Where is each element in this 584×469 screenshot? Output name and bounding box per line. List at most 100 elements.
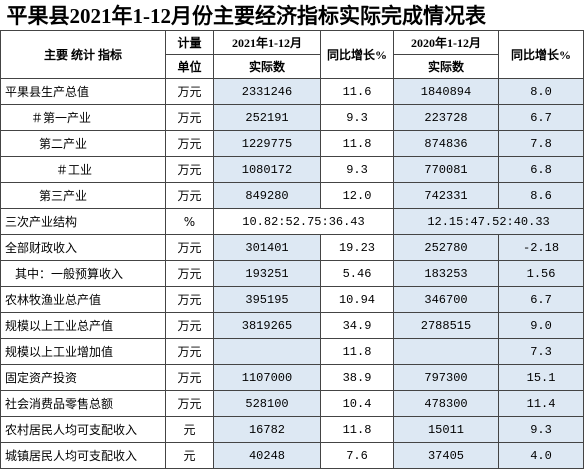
unit-cell: 万元 xyxy=(165,390,214,417)
data-row: 全部财政收入 万元 301401 19.23 252780 -2.18 xyxy=(0,234,584,261)
table-title: 平果县2021年1-12月份主要经济指标实际完成情况表 xyxy=(6,4,487,28)
value-cell: 742331 xyxy=(393,182,499,209)
value-cell: 9.3 xyxy=(320,156,394,183)
title-row: 平果县2021年1-12月份主要经济指标实际完成情况表 xyxy=(1,0,584,31)
value-cell: 15.1 xyxy=(497,364,584,391)
indicator-name: 三次产业结构 xyxy=(0,208,166,235)
data-row: 农林牧渔业总产值 万元 395195 10.94 346700 6.7 xyxy=(0,286,584,313)
value-cell: 10.4 xyxy=(320,390,394,417)
header-cell: 同比增长% xyxy=(497,30,584,79)
header-cell: 主要 统计 指标 xyxy=(0,30,166,79)
data-row: 第三产业 万元 849280 12.0 742331 8.6 xyxy=(0,182,584,209)
value-cell: -2.18 xyxy=(497,234,584,261)
header-cell: 计量 xyxy=(165,30,214,55)
unit-cell: 万元 xyxy=(165,104,214,131)
header-cell: 同比增长% xyxy=(320,30,394,79)
value-cell: 849280 xyxy=(213,182,321,209)
value-cell: 478300 xyxy=(393,390,499,417)
value-cell: 9.3 xyxy=(497,416,584,443)
value-cell xyxy=(213,338,321,365)
value-cell: 5.46 xyxy=(320,260,394,287)
value-cell: 874836 xyxy=(393,130,499,157)
indicator-name: 农村居民人均可支配收入 xyxy=(0,416,166,443)
indicator-name: ＃第一产业 xyxy=(0,104,166,131)
value-cell: 40248 xyxy=(213,442,321,469)
value-cell: 15011 xyxy=(393,416,499,443)
value-cell: 346700 xyxy=(393,286,499,313)
value-cell: 2788515 xyxy=(393,312,499,339)
unit-cell: 元 xyxy=(165,442,214,469)
value-cell: 8.6 xyxy=(497,182,584,209)
value-cell: 223728 xyxy=(393,104,499,131)
value-cell: 38.9 xyxy=(320,364,394,391)
indicator-name: 其中：一般预算收入 xyxy=(0,260,166,287)
unit-cell: 万元 xyxy=(165,78,214,105)
data-row: 城镇居民人均可支配收入元 40248 7.6 37405 4.0 xyxy=(0,442,584,469)
value-cell: 9.0 xyxy=(497,312,584,339)
value-cell: 11.8 xyxy=(320,338,394,365)
value-cell: 11.8 xyxy=(320,416,394,443)
value-cell: 193251 xyxy=(213,260,321,287)
data-row: 固定资产投资 万元 1107000 38.9 797300 15.1 xyxy=(0,364,584,391)
header-cell: 实际数 xyxy=(393,54,499,79)
value-cell: 7.8 xyxy=(497,130,584,157)
value-cell: 6.8 xyxy=(497,156,584,183)
value-cell: 8.0 xyxy=(497,78,584,105)
value-cell: 252191 xyxy=(213,104,321,131)
value-cell: 12.0 xyxy=(320,182,394,209)
indicator-name: 农林牧渔业总产值 xyxy=(0,286,166,313)
data-row: 社会消费品零售总额 万元 528100 10.4 478300 11.4 xyxy=(0,390,584,417)
indicator-name: 规模以上工业总产值 xyxy=(0,312,166,339)
indicator-name: 城镇居民人均可支配收入 xyxy=(0,442,166,469)
indicator-name: 社会消费品零售总额 xyxy=(0,390,166,417)
unit-cell: 万元 xyxy=(165,234,214,261)
data-row: 农村居民人均可支配收入元 16782 11.8 15011 9.3 xyxy=(0,416,584,443)
value-cell: 1.56 xyxy=(497,260,584,287)
value-cell: 11.8 xyxy=(320,130,394,157)
data-row: 其中：一般预算收入 万元 193251 5.46 183253 1.56 xyxy=(0,260,584,287)
indicator-name: 平果县生产总值 xyxy=(0,78,166,105)
unit-cell: 万元 xyxy=(165,260,214,287)
header-row: 主要 统计 指标 计量 2021年1-12月 同比增长% 2020年1-12月 … xyxy=(0,30,584,79)
value-cell: 34.9 xyxy=(320,312,394,339)
value-cell: 770081 xyxy=(393,156,499,183)
value-cell: 1107000 xyxy=(213,364,321,391)
data-row: 三次产业结构% 10.82:52.75:36.43 12.15:47.52:40.3… xyxy=(0,208,584,235)
indicator-name: 第三产业 xyxy=(0,182,166,209)
unit-cell: 万元 xyxy=(165,338,214,365)
data-row: 规模以上工业增加值 万元 11.8 7.3 xyxy=(0,338,584,365)
value-cell: 7.3 xyxy=(497,338,584,365)
indicator-name: 第二产业 xyxy=(0,130,166,157)
value-cell: 12.15:47.52:40.33 xyxy=(392,208,584,235)
value-cell: 301401 xyxy=(213,234,321,261)
value-cell: 528100 xyxy=(213,390,321,417)
value-cell: 16782 xyxy=(213,416,321,443)
value-cell: 37405 xyxy=(393,442,499,469)
value-cell: 1229775 xyxy=(213,130,321,157)
unit-cell: % xyxy=(165,208,214,235)
unit-cell: 万元 xyxy=(165,130,214,157)
header-cell: 2020年1-12月 xyxy=(393,30,499,55)
value-cell xyxy=(393,338,499,365)
data-row: ＃工业 万元 1080172 9.3 770081 6.8 xyxy=(0,156,584,183)
indicator-name: ＃工业 xyxy=(0,156,166,183)
indicator-name: 全部财政收入 xyxy=(0,234,166,261)
value-cell: 3819265 xyxy=(213,312,321,339)
value-cell: 1080172 xyxy=(213,156,321,183)
value-cell: 10.82:52.75:36.43 xyxy=(213,208,394,235)
unit-cell: 元 xyxy=(165,416,214,443)
unit-cell: 万元 xyxy=(165,286,214,313)
value-cell: 395195 xyxy=(213,286,321,313)
value-cell: 9.3 xyxy=(320,104,394,131)
value-cell: 7.6 xyxy=(320,442,394,469)
indicator-name: 固定资产投资 xyxy=(0,364,166,391)
value-cell: 11.4 xyxy=(497,390,584,417)
value-cell: 2331246 xyxy=(213,78,321,105)
unit-cell: 万元 xyxy=(165,312,214,339)
value-cell: 183253 xyxy=(393,260,499,287)
data-row: 平果县生产总值 万元 2331246 11.6 1840894 8.0 xyxy=(0,78,584,105)
data-row: 规模以上工业总产值 万元 3819265 34.9 2788515 9.0 xyxy=(0,312,584,339)
unit-cell: 万元 xyxy=(165,156,214,183)
